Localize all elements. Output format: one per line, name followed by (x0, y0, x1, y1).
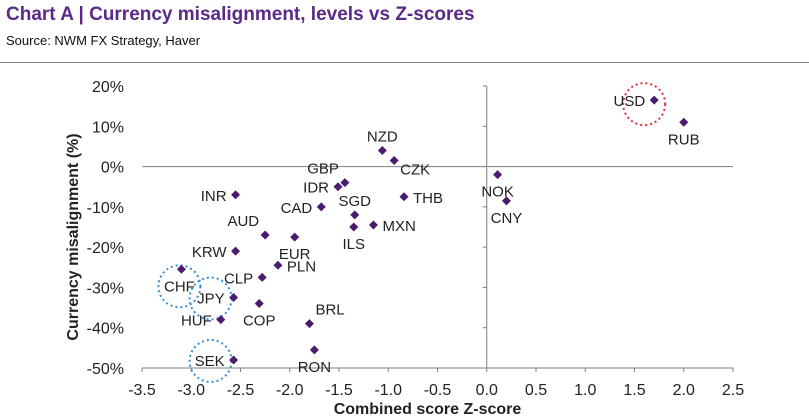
x-axis-title: Combined score Z-score (334, 401, 522, 418)
point-pln (273, 260, 283, 270)
point-cop (254, 299, 264, 309)
y-tick-label: -10% (87, 200, 124, 217)
x-tick-label: 2.0 (673, 382, 695, 399)
x-tick-label: -2.5 (227, 382, 255, 399)
point-label-nok: NOK (481, 184, 514, 201)
point-label-pln: PLN (287, 258, 316, 275)
point-label-sek: SEK (195, 353, 225, 370)
point-inr (231, 190, 241, 200)
point-rub (679, 117, 689, 127)
point-label-cny: CNY (491, 210, 523, 227)
point-nzd (377, 145, 387, 155)
x-tick-label: 0.5 (525, 382, 547, 399)
y-tick-label: -50% (87, 361, 124, 378)
y-axis-title: Currency misalignment (%) (65, 133, 82, 340)
point-label-chf: CHF (164, 278, 195, 295)
point-label-gbp: GBP (307, 161, 339, 178)
y-tick-label: 10% (92, 119, 124, 136)
x-tick-label: 2.5 (722, 382, 744, 399)
point-idr (333, 182, 343, 192)
point-eur (290, 232, 300, 242)
point-label-sgd: SGD (339, 193, 372, 210)
point-label-czk: CZK (400, 162, 430, 179)
x-tick-label: 1.5 (623, 382, 645, 399)
x-tick-label: -2.0 (276, 382, 304, 399)
point-krw (231, 246, 241, 256)
x-tick-label: 0.0 (476, 382, 498, 399)
point-mxn (368, 220, 378, 230)
point-aud (260, 230, 270, 240)
point-thb (399, 192, 409, 202)
chart-title: Chart A | Currency misalignment, levels … (6, 4, 475, 25)
data-points (176, 95, 689, 365)
point-label-brl: BRL (315, 302, 344, 319)
point-label-clp: CLP (224, 270, 253, 287)
x-tick-label: -1.0 (374, 382, 402, 399)
point-label-nzd: NZD (367, 128, 398, 145)
tick-labels: 20% 10% 0% -10% -20% -30% -40% -50%-3.5 -3.0 -2.5… (87, 79, 745, 399)
point-jpy (229, 293, 239, 302)
point-ils (349, 222, 359, 232)
point-usd (649, 95, 659, 105)
y-tick-label: 0% (101, 160, 124, 177)
point-cny (501, 196, 511, 206)
point-label-aud: AUD (227, 213, 259, 230)
point-label-krw: KRW (192, 244, 228, 261)
x-tick-label: -3.5 (128, 382, 156, 399)
highlight-circle-chf (157, 264, 202, 309)
point-chf (176, 264, 186, 274)
point-label-cop: COP (243, 313, 276, 330)
chart-source: Source: NWM FX Strategy, Haver (6, 33, 201, 48)
chart-axes (141, 85, 734, 372)
point-gbp (340, 178, 350, 188)
point-label-eur: EUR (279, 246, 311, 263)
point-nok (493, 170, 503, 180)
point-brl (304, 319, 314, 329)
x-tick-label: -3.0 (177, 382, 205, 399)
point-label-ils: ILS (343, 236, 366, 253)
y-tick-label: 20% (92, 79, 124, 96)
point-label-huf: HUF (181, 313, 212, 330)
point-label-ron: RON (298, 359, 331, 376)
point-label-jpy: JPY (197, 291, 225, 308)
point-label-idr: IDR (303, 180, 329, 197)
point-cad (316, 202, 326, 212)
y-tick-label: -20% (87, 240, 124, 257)
point-czk (389, 156, 399, 166)
point-label-inr: INR (201, 188, 227, 205)
point-label-mxn: MXN (382, 218, 415, 235)
point-sek (229, 355, 239, 365)
x-tick-label: -1.5 (325, 382, 353, 399)
y-tick-label: -30% (87, 280, 124, 297)
point-ron (309, 345, 319, 355)
point-huf (216, 315, 226, 325)
point-sgd (350, 210, 360, 220)
point-label-rub: RUB (668, 131, 700, 148)
x-tick-label: -0.5 (424, 382, 452, 399)
point-clp (257, 272, 267, 282)
y-tick-label: -40% (87, 321, 124, 338)
header-divider (0, 62, 809, 63)
point-label-cad: CAD (281, 200, 313, 217)
x-tick-label: 1.0 (574, 382, 596, 399)
highlight-circle-usd (622, 82, 667, 127)
point-label-thb: THB (413, 190, 443, 207)
point-label-usd: USD (614, 93, 646, 110)
